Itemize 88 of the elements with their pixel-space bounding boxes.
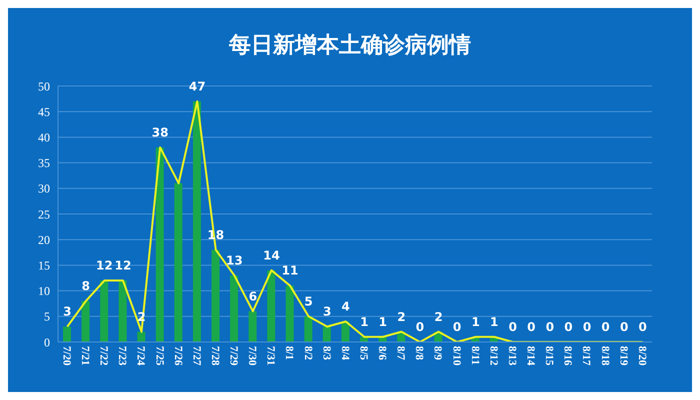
y-tick-label: 50 bbox=[38, 79, 50, 94]
x-tick-label: 8/11 bbox=[468, 346, 481, 365]
bar bbox=[156, 147, 164, 342]
data-label: 11 bbox=[282, 264, 298, 278]
data-label: 0 bbox=[546, 320, 554, 334]
y-tick-label: 10 bbox=[38, 284, 50, 298]
data-label: 12 bbox=[114, 258, 132, 273]
y-tick-label: 15 bbox=[38, 258, 50, 272]
bar bbox=[63, 326, 71, 342]
y-tick-label: 35 bbox=[38, 156, 50, 170]
x-tick-label: 8/16 bbox=[562, 346, 574, 366]
chart-title: 每日新增本土确诊病例情 bbox=[228, 32, 472, 60]
data-label: 5 bbox=[304, 294, 313, 308]
x-tick-label: 8/2 bbox=[302, 346, 314, 361]
bar bbox=[322, 326, 331, 342]
x-tick-label: 7/27 bbox=[190, 346, 202, 366]
x-tick-label: 8/6 bbox=[376, 346, 388, 361]
data-label: 14 bbox=[263, 248, 280, 262]
x-tick-label: 8/14 bbox=[524, 346, 537, 366]
data-label: 0 bbox=[620, 320, 628, 334]
data-label: 4 bbox=[342, 300, 350, 314]
data-label: 1 bbox=[378, 314, 388, 329]
bar bbox=[137, 332, 146, 342]
y-tick-label: 40 bbox=[38, 130, 50, 144]
data-label: 0 bbox=[638, 320, 647, 334]
data-label: 2 bbox=[397, 310, 406, 324]
x-tick-label: 8/12 bbox=[487, 346, 500, 366]
data-label: 0 bbox=[601, 320, 610, 334]
x-tick-label: 7/28 bbox=[208, 346, 221, 366]
y-tick-label: 0 bbox=[44, 335, 50, 350]
y-tick-label: 30 bbox=[38, 182, 50, 196]
x-tick-label: 7/21 bbox=[79, 346, 92, 366]
x-tick-label: 8/4 bbox=[338, 346, 351, 361]
bar bbox=[118, 280, 127, 342]
y-tick-label: 20 bbox=[38, 232, 50, 247]
x-tick-label: 7/26 bbox=[172, 346, 184, 366]
x-tick-label: 8/5 bbox=[357, 346, 370, 361]
bar bbox=[100, 280, 108, 342]
x-tick-label: 7/31 bbox=[264, 346, 277, 366]
x-tick-label: 7/29 bbox=[228, 346, 240, 366]
x-tick-label: 7/25 bbox=[153, 346, 166, 366]
x-tick-label: 7/20 bbox=[60, 346, 72, 366]
x-tick-label: 8/19 bbox=[617, 346, 630, 366]
data-label: 47 bbox=[188, 79, 206, 94]
data-label: 12 bbox=[96, 258, 113, 273]
data-label: 38 bbox=[152, 125, 168, 140]
data-label: 0 bbox=[564, 320, 573, 334]
data-label: 0 bbox=[452, 320, 462, 334]
x-tick-label: 7/22 bbox=[98, 346, 110, 366]
bar bbox=[248, 311, 257, 342]
x-tick-label: 8/1 bbox=[283, 346, 296, 360]
x-tick-label: 7/30 bbox=[246, 346, 258, 366]
x-tick-label: 8/9 bbox=[432, 346, 444, 361]
data-label: 1 bbox=[490, 314, 498, 329]
data-label: 6 bbox=[248, 289, 258, 304]
x-tick-label: 8/8 bbox=[413, 346, 426, 361]
x-tick-label: 8/7 bbox=[394, 346, 407, 361]
x-tick-label: 8/13 bbox=[506, 346, 518, 366]
data-label: 0 bbox=[508, 320, 517, 334]
data-label: 1 bbox=[471, 314, 480, 329]
x-tick-label: 7/23 bbox=[116, 346, 128, 366]
bar bbox=[304, 316, 312, 342]
bar bbox=[267, 270, 276, 342]
x-tick-label: 8/20 bbox=[636, 346, 648, 366]
bar bbox=[212, 250, 220, 342]
bar bbox=[174, 183, 182, 342]
data-label: 0 bbox=[527, 320, 536, 334]
data-label: 8 bbox=[82, 279, 90, 294]
bar bbox=[192, 101, 201, 342]
y-tick-label: 45 bbox=[38, 104, 50, 119]
data-label: 0 bbox=[582, 320, 592, 334]
y-tick-label: 25 bbox=[38, 207, 50, 222]
y-tick-label: 5 bbox=[44, 310, 50, 324]
x-tick-label: 8/17 bbox=[580, 346, 592, 366]
bar bbox=[82, 301, 90, 342]
data-label: 3 bbox=[322, 304, 332, 319]
x-tick-label: 8/10 bbox=[450, 346, 462, 366]
x-tick-label: 7/24 bbox=[134, 346, 147, 366]
x-tick-label: 8/3 bbox=[320, 346, 332, 361]
data-label: 1 bbox=[360, 314, 368, 329]
x-tick-label: 8/15 bbox=[543, 346, 556, 366]
data-label: 3 bbox=[63, 304, 72, 319]
bar bbox=[286, 286, 294, 342]
data-label: 13 bbox=[226, 253, 243, 268]
x-tick-label: 8/18 bbox=[598, 346, 611, 366]
data-label: 0 bbox=[416, 320, 424, 334]
data-label: 2 bbox=[434, 310, 443, 324]
bar bbox=[230, 275, 238, 342]
